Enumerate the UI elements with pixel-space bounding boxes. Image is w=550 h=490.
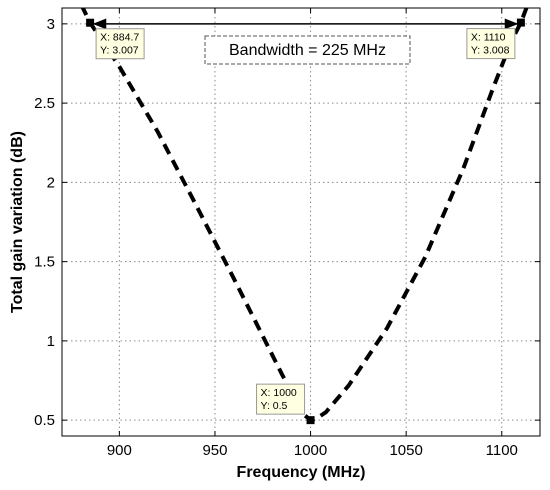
- x-tick-label: 1050: [389, 442, 422, 459]
- y-tick-label: 0.5: [34, 412, 55, 429]
- x-axis-label: Frequency (MHz): [237, 464, 366, 481]
- y-tick-label: 1: [47, 333, 55, 350]
- datatip-x-label: X: 1110: [471, 32, 506, 44]
- datatip-box: [256, 383, 306, 415]
- y-tick-label: 1.5: [34, 254, 55, 271]
- datatip-y-label: Y: 3.008: [471, 45, 510, 57]
- x-tick-label: 950: [202, 442, 227, 459]
- datatip-marker: [86, 18, 95, 27]
- y-tick-label: 2.5: [34, 95, 55, 112]
- datatip-box: [95, 28, 145, 60]
- y-tick-label: 2: [47, 174, 55, 191]
- axes-box: [61, 7, 541, 437]
- plot-area: [62, 8, 540, 436]
- datatip-marker: [516, 18, 525, 27]
- datatip-box: [466, 28, 516, 60]
- datatip-y-label: Y: 3.007: [100, 45, 139, 57]
- y-axis-label: Total gain variation (dB): [9, 131, 26, 313]
- x-tick-label: 900: [107, 442, 132, 459]
- bandwidth-label: Bandwidth = 225 MHz: [229, 42, 386, 59]
- datatip-y-label: Y: 0.5: [261, 400, 288, 412]
- x-tick-label: 1100: [486, 442, 518, 459]
- y-tick-label: 3: [47, 16, 55, 33]
- x-tick-label: 1000: [294, 442, 327, 459]
- datatip-marker: [306, 416, 315, 425]
- datatip-x-label: X: 884.7: [100, 32, 139, 44]
- bandwidth-label-box: [204, 35, 411, 65]
- datatip-x-label: X: 1000: [261, 387, 297, 399]
